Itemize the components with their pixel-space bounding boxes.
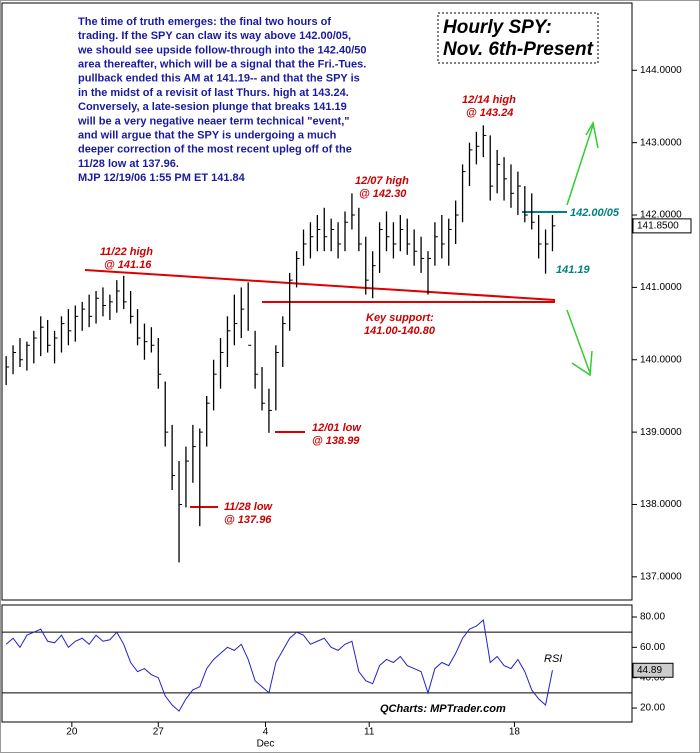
commentary: and will argue that the SPY is undergoin… — [78, 130, 337, 142]
last-price-label: 141.8500 — [637, 221, 679, 232]
annotation: 12/14 high — [462, 94, 516, 106]
x-tick-label: 27 — [153, 727, 165, 738]
commentary: trading. If the SPY can claw its way abo… — [78, 30, 351, 42]
annotation: 142.00/05 — [570, 207, 620, 219]
annotation: 141.19 — [556, 264, 591, 276]
commentary: 11/28 low at 137.96. — [78, 158, 179, 170]
y-tick-label: 40.00 — [640, 672, 665, 683]
annotation: @ 138.99 — [312, 435, 360, 447]
credit: QCharts: MPTrader.com — [380, 703, 506, 715]
x-tick-label: 20 — [66, 727, 78, 738]
annotation: @ 141.16 — [104, 259, 152, 271]
y-tick-label: 141.0000 — [640, 282, 682, 293]
y-tick-label: 139.0000 — [640, 427, 682, 438]
commentary: The time of truth emerges: the final two… — [78, 16, 331, 28]
annotation: 11/22 high — [100, 246, 153, 258]
rsi-panel — [1, 604, 633, 723]
y-tick-label: 60.00 — [640, 642, 665, 653]
y-tick-label: 138.0000 — [640, 499, 682, 510]
annotation: @ 143.24 — [466, 107, 513, 119]
y-tick-label: 144.0000 — [640, 65, 682, 76]
x-tick-label: 11 — [364, 727, 375, 738]
y-tick-label: 140.0000 — [640, 354, 682, 365]
annotation: 12/01 low — [312, 422, 362, 434]
y-tick-label: 80.00 — [640, 612, 665, 623]
commentary: MJP 12/19/06 1:55 PM ET 141.84 — [78, 172, 246, 184]
y-tick-label: 20.00 — [640, 703, 665, 714]
x-tick-label: 4 — [263, 727, 269, 738]
annotation: Key support: — [366, 312, 434, 324]
trendline — [84, 269, 556, 301]
chart-title: Hourly SPY: — [443, 17, 552, 38]
commentary: will be a very negative neaer term techn… — [77, 115, 350, 127]
up-arrow — [566, 120, 599, 206]
y-tick-label: 142.0000 — [640, 210, 682, 221]
last-rsi-label: 44.89 — [637, 665, 662, 676]
commentary: area thereafter, which will be a signal … — [78, 59, 366, 71]
annotation: @ 142.30 — [359, 188, 407, 200]
commentary: deeper correction of the most recent upl… — [78, 144, 352, 156]
commentary: Conversely, a late-sesion plunge that br… — [78, 101, 347, 113]
annotation: 11/28 low — [224, 501, 274, 513]
annotation: 12/07 high — [355, 175, 409, 187]
last-price-box — [632, 218, 692, 234]
y-tick-label: 137.0000 — [640, 571, 682, 582]
price-panel — [1, 2, 633, 601]
x-month-label: Dec — [257, 739, 275, 750]
down-arrow — [566, 309, 593, 377]
annotation: @ 137.96 — [224, 514, 272, 526]
rsi-line — [5, 619, 553, 712]
title-box — [437, 12, 599, 64]
commentary: we should see upside follow-through into… — [77, 44, 367, 56]
commentary: pullback ended this AM at 141.19-- and t… — [78, 73, 360, 85]
commentary: in the midst of a revisit of last Thurs.… — [78, 87, 349, 99]
x-tick-label: 18 — [509, 727, 521, 738]
chart-title: Nov. 6th-Present — [443, 39, 594, 60]
y-tick-label: 143.0000 — [640, 137, 682, 148]
last-rsi-box — [632, 662, 674, 678]
legend-label: RSI — [544, 653, 562, 665]
annotation: 141.00-140.80 — [364, 325, 436, 337]
